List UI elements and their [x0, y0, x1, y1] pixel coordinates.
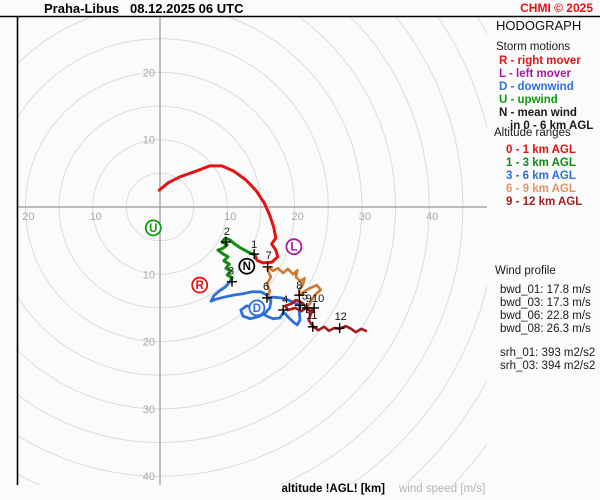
axis-tick-labels: 20 10 10 20 30 40 20 10 10 20 30 40: [22, 67, 438, 483]
storm-marker-D: D: [248, 299, 266, 317]
storm-marker-letter: D: [253, 303, 261, 315]
wind-profile-bwd_03: bwd_03: 17.3 m/s: [500, 297, 591, 309]
storm-marker-circle: [191, 276, 209, 294]
km-label-9: 9: [306, 293, 312, 305]
storm-marker-circle: [248, 299, 266, 317]
altitude-axis-caption: altitude !AGL! [km]: [281, 483, 386, 495]
grid-ring-60: [452, 442, 487, 485]
storm-motion-in: in 0 - 6 km AGL: [510, 120, 594, 132]
x-tick-10: 10: [224, 211, 236, 223]
wind-profile-heading: Wind profile: [495, 265, 556, 277]
x-tick-30: 30: [359, 211, 371, 223]
altitude-ranges-heading: Altitude ranges: [494, 127, 571, 139]
km-marker-11: 11: [306, 310, 318, 332]
trace-0-1-km-agl: [157, 164, 280, 265]
y-tick--10: 10: [143, 269, 155, 281]
km-label-8: 8: [296, 280, 302, 292]
trace-3-6-km-agl: [209, 280, 302, 327]
altitude-range-0-1: 0 - 1 km AGL: [506, 144, 576, 156]
km-marker-12: 12: [335, 311, 347, 334]
km-label-10: 10: [312, 293, 324, 305]
storm-motions-legend: R - right mover L - left mover D - downwin…: [499, 55, 593, 133]
bulk-wind-difference-values: bwd_01: 17.8 m/s bwd_03: 17.3 m/s bwd_06: …: [500, 284, 591, 336]
storm-marker-R: R: [191, 276, 209, 294]
altitude-ranges-legend: 0 - 1 km AGL 1 - 3 km AGL 3 - 6 km AGL 6 - …: [506, 144, 582, 209]
wind-speed-axis-caption: wind speed [m/s]: [399, 483, 486, 495]
storm-marker-letter: L: [290, 242, 297, 254]
x-tick-20: 20: [291, 211, 303, 223]
km-label-1: 1: [251, 239, 257, 251]
altitude-range-6-9: 6 - 9 km AGL: [506, 183, 576, 195]
station-name: Praha-Libus: [44, 1, 120, 16]
km-label-4: 4: [282, 294, 288, 306]
trace-1-3-km-agl: [216, 236, 257, 284]
storm-motions-heading: Storm motions: [496, 41, 571, 53]
grid-ring-35: [18, 17, 396, 443]
km-label-12: 12: [335, 311, 347, 323]
km-label-3: 3: [228, 266, 234, 278]
storm-marker-L: L: [285, 238, 303, 256]
storm-motion-n: N - mean wind: [499, 107, 577, 119]
helicity-srh_03: srh_03: 394 m2/s2: [500, 360, 596, 372]
storm-motion-l: L - left mover: [499, 68, 571, 80]
km-label-6: 6: [263, 281, 269, 293]
storm-marker-U: U: [144, 219, 162, 237]
km-marker-2: 2: [220, 226, 231, 247]
km-label-11: 11: [306, 310, 317, 322]
storm-marker-letter: U: [149, 223, 157, 235]
x-tick--20: 20: [22, 211, 34, 223]
wind-profile-bwd_08: bwd_08: 26.3 m/s: [500, 323, 591, 335]
x-tick-40: 40: [426, 211, 438, 223]
km-label-5: 5: [302, 290, 308, 302]
storm-marker-N: N: [238, 257, 256, 275]
storm-marker-circle: [238, 257, 256, 275]
storm-motion-markers: U R N D L: [144, 219, 303, 317]
y-tick-10: 10: [143, 135, 155, 147]
km-marker-8: 8: [294, 280, 305, 301]
altitude-range-9-12: 9 - 12 km AGL: [506, 196, 583, 208]
km-marker-1: 1: [249, 239, 260, 260]
storm-relative-helicity-values: srh_01: 393 m2/s2 srh_03: 394 m2/s2: [500, 347, 595, 373]
storm-marker-letter: N: [243, 261, 251, 273]
km-marker-6: 6: [262, 281, 273, 303]
km-marker-5: 5: [294, 290, 308, 311]
km-label-7: 7: [266, 250, 272, 262]
copyright-notice: CHMI © 2025: [520, 1, 593, 15]
altitude-range-1-3: 1 - 3 km AGL: [506, 157, 576, 169]
storm-marker-circle: [144, 219, 162, 237]
km-marker-3: 3: [227, 266, 238, 287]
helicity-srh_01: srh_01: 393 m2/s2: [500, 347, 596, 359]
panel-title: HODOGRAPH: [496, 18, 582, 33]
x-tick--10: 10: [90, 211, 102, 223]
storm-motion-u: U - upwind: [499, 94, 558, 106]
km-label-2: 2: [224, 226, 230, 238]
km-marker-7: 7: [262, 250, 273, 272]
y-tick--20: 20: [143, 337, 155, 349]
trace-9-12-km-agl: [283, 298, 368, 334]
y-tick--30: 30: [143, 404, 155, 416]
storm-marker-circle: [285, 238, 303, 256]
wind-profile-bwd_06: bwd_06: 22.8 m/s: [500, 310, 591, 322]
storm-motion-r: R - right mover: [499, 55, 581, 67]
wind-profile-bwd_01: bwd_01: 17.8 m/s: [500, 284, 591, 296]
km-marker-10: 10: [309, 293, 324, 313]
km-marker-4: 4: [278, 294, 288, 315]
y-tick--40: 40: [143, 471, 155, 483]
altitude-range-3-6: 3 - 6 km AGL: [506, 170, 576, 182]
grid-ring-45: [18, 17, 464, 485]
y-tick-20: 20: [143, 67, 155, 79]
storm-marker-letter: R: [196, 280, 205, 292]
storm-motion-d: D - downwind: [499, 81, 574, 93]
observation-datetime: 08.12.2025 06 UTC: [130, 1, 244, 16]
